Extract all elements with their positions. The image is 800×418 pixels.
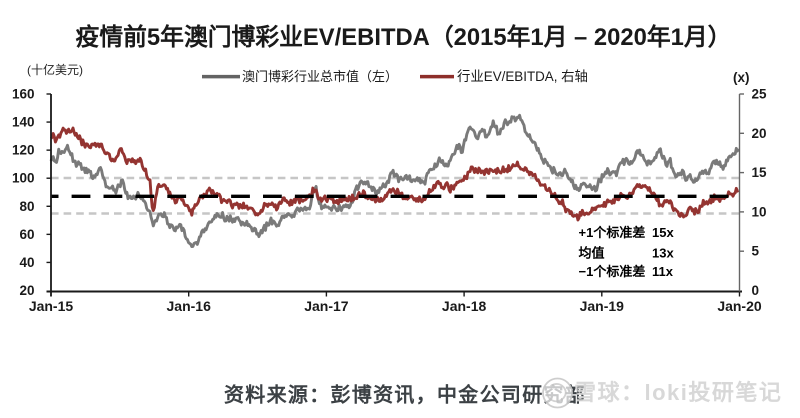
svg-text:80: 80: [19, 199, 34, 214]
svg-text:5: 5: [752, 244, 760, 259]
svg-text:20: 20: [19, 283, 34, 298]
svg-text:120: 120: [12, 143, 35, 158]
svg-text:Jan-17: Jan-17: [304, 298, 349, 314]
svg-text:(十亿美元): (十亿美元): [27, 62, 83, 77]
svg-text:15: 15: [752, 165, 768, 180]
svg-text:60: 60: [19, 227, 34, 242]
svg-text:40: 40: [19, 255, 34, 270]
svg-text:澳门博彩行业总市值（左）: 澳门博彩行业总市值（左）: [242, 69, 398, 84]
svg-text:13x: 13x: [652, 246, 674, 261]
svg-text:Jan-20: Jan-20: [717, 298, 762, 314]
svg-text:15x: 15x: [652, 225, 674, 240]
svg-text:资料来源：彭博资讯，中金公司研究部: 资料来源：彭博资讯，中金公司研究部: [224, 383, 586, 407]
svg-text:Jan-16: Jan-16: [167, 298, 212, 314]
svg-text:100: 100: [12, 171, 35, 186]
svg-text:11x: 11x: [652, 264, 674, 279]
svg-text:160: 160: [12, 87, 35, 102]
svg-text:行业EV/EBITDA, 右轴: 行业EV/EBITDA, 右轴: [457, 69, 588, 84]
svg-text:20: 20: [752, 126, 767, 141]
svg-text:Jan-15: Jan-15: [29, 298, 74, 314]
svg-text:−1个标准差: −1个标准差: [579, 264, 646, 279]
svg-text:均值: 均值: [579, 246, 605, 261]
svg-text:0: 0: [752, 283, 760, 298]
svg-text:140: 140: [12, 115, 35, 130]
svg-text:Jan-19: Jan-19: [580, 298, 625, 314]
svg-text:10: 10: [752, 204, 767, 219]
svg-text:+1个标准差: +1个标准差: [579, 225, 646, 240]
svg-text:雪球：loki投研笔记: 雪球：loki投研笔记: [574, 380, 782, 405]
svg-text:25: 25: [752, 87, 768, 102]
svg-text:(x): (x): [733, 70, 750, 85]
svg-text:Jan-18: Jan-18: [442, 298, 487, 314]
svg-text:疫情前5年澳门博彩业EV/EBITDA（2015年1月 –: 疫情前5年澳门博彩业EV/EBITDA（2015年1月 – 2020年1月）: [76, 23, 732, 51]
